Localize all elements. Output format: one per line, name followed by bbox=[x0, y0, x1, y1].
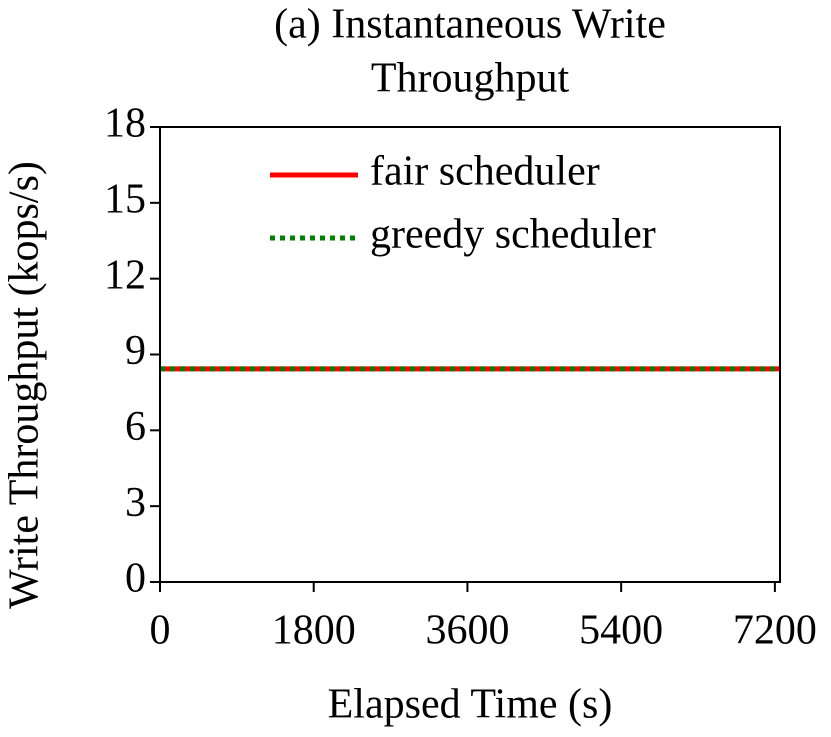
y-tick-label: 3 bbox=[125, 480, 146, 526]
legend-label: fair scheduler bbox=[370, 149, 600, 195]
x-tick-label: 0 bbox=[150, 608, 171, 654]
chart-title: (a) Instantaneous Write bbox=[274, 2, 666, 48]
chart-title: Throughput bbox=[371, 56, 570, 102]
x-tick-label: 1800 bbox=[272, 608, 356, 654]
y-tick-label: 18 bbox=[104, 101, 146, 147]
x-tick-label: 3600 bbox=[425, 608, 509, 654]
y-tick-label: 0 bbox=[125, 556, 146, 602]
y-tick-label: 9 bbox=[125, 328, 146, 374]
y-tick-label: 12 bbox=[104, 252, 146, 298]
x-axis-label: Elapsed Time (s) bbox=[328, 682, 613, 728]
y-tick-label: 6 bbox=[125, 404, 146, 450]
y-axis-label: Write Throughput (kops/s) bbox=[2, 161, 48, 609]
y-tick-label: 15 bbox=[104, 176, 146, 222]
plot-frame bbox=[159, 126, 781, 583]
x-tick-label: 5400 bbox=[579, 608, 663, 654]
x-tick-label: 7200 bbox=[733, 608, 817, 654]
legend-label: greedy scheduler bbox=[370, 212, 656, 258]
